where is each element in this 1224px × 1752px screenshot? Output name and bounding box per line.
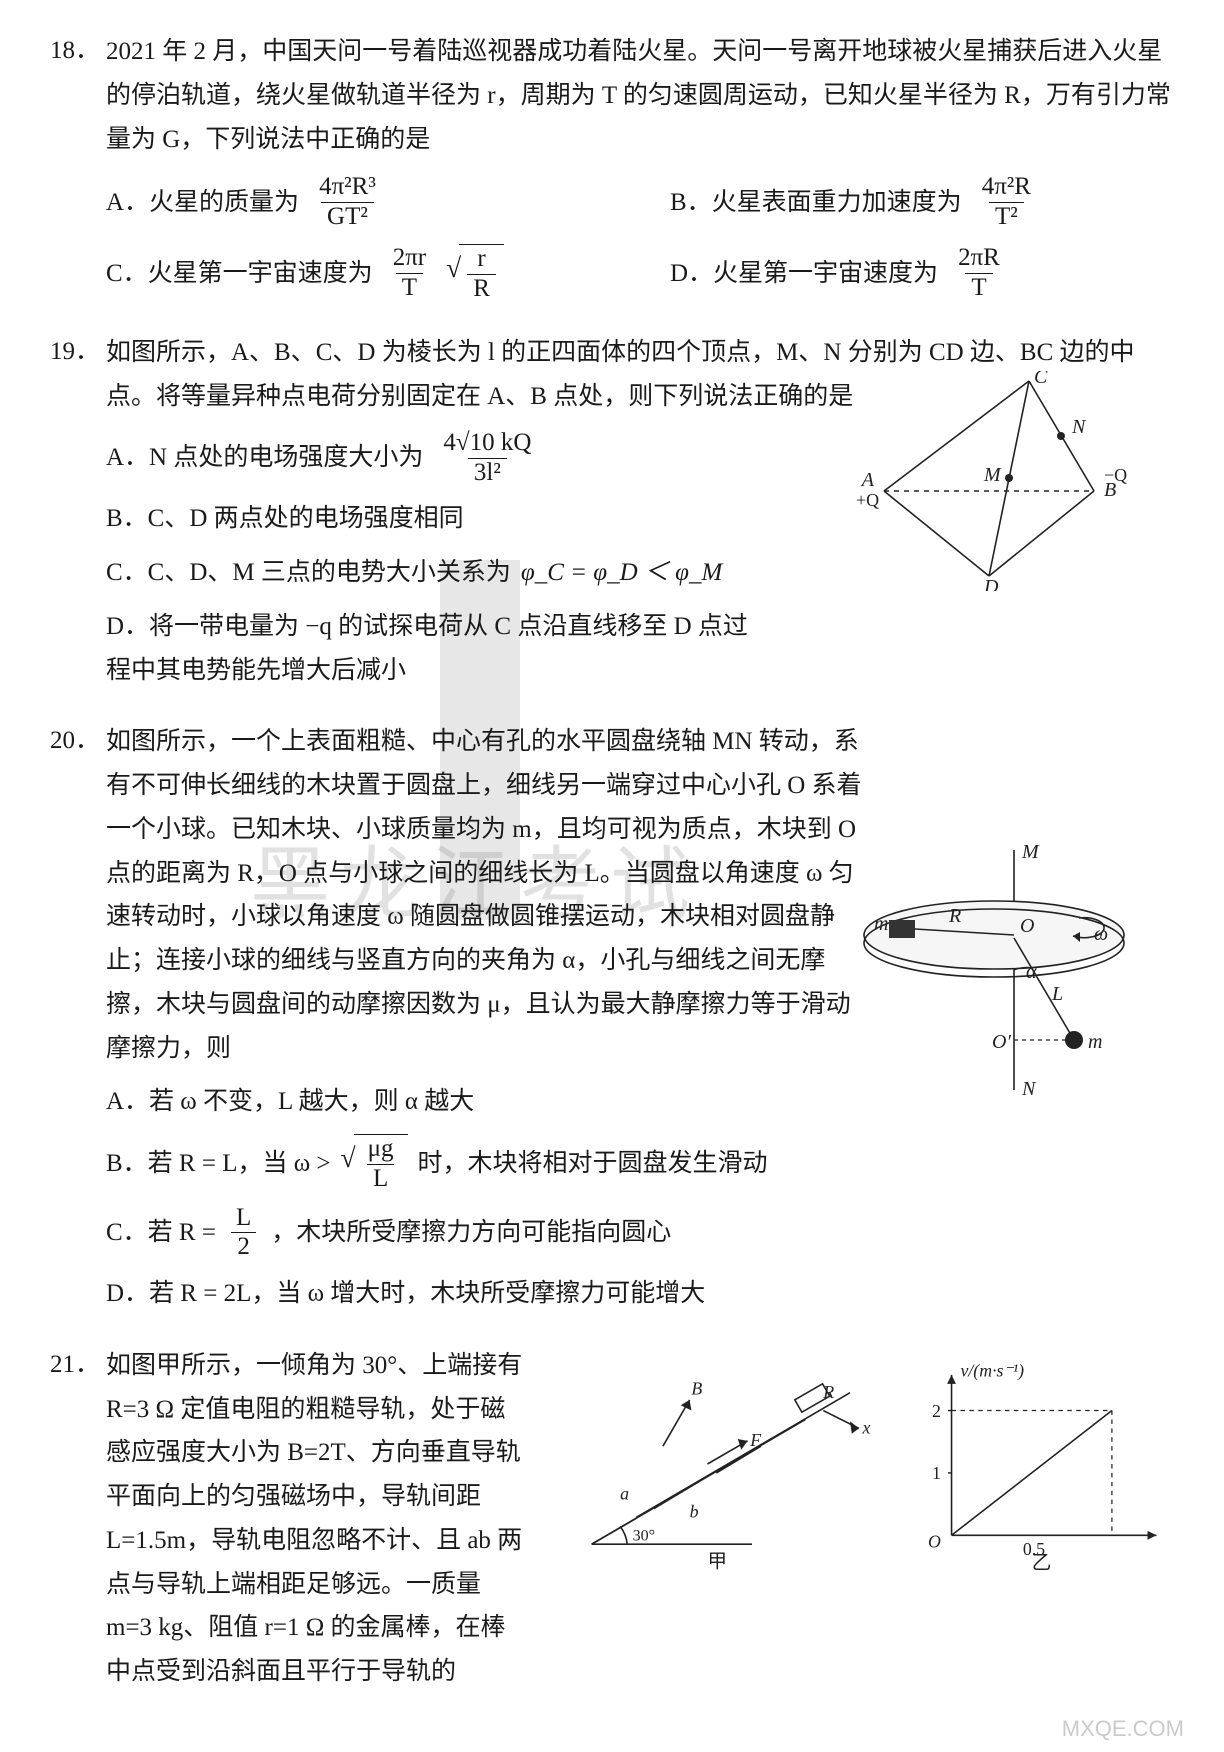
svg-text:M: M — [1021, 841, 1040, 863]
option-a: A．火星的质量为 4π²R³ GT² — [106, 173, 610, 232]
question-number: 18． — [50, 30, 100, 66]
option-c: C．C、D、M 三点的电势大小关系为 φ_C = φ_D ＜ φ_M — [106, 551, 766, 595]
source-stamp: MXQE.COM — [1062, 1716, 1184, 1742]
option-b: B．火星表面重力加速度为 4π²R T² — [670, 173, 1174, 232]
option-a: A．若 ω 不变，L 越大，则 α 越大 — [106, 1080, 866, 1124]
option-d: D．将一带电量为 −q 的试探电荷从 C 点沿直线移至 D 点过程中其电势能先增… — [106, 605, 766, 693]
sqrt: √ μg L — [341, 1134, 408, 1194]
svg-text:O′: O′ — [992, 1031, 1011, 1053]
incline-figure: B F R x a b 30° 甲 — [556, 1344, 877, 1584]
svg-text:C: C — [1034, 371, 1048, 388]
disk-figure: M N O O′ R L α ω m m — [844, 840, 1144, 1100]
svg-text:R: R — [948, 905, 961, 927]
question-stem: 2021 年 2 月，中国天问一号着陆巡视器成功着陆火星。天问一号离开地球被火星… — [106, 30, 1174, 161]
svg-text:O: O — [1020, 915, 1034, 937]
option-label: A．火星的质量为 — [106, 181, 299, 225]
svg-text:+Q: +Q — [856, 490, 879, 510]
fraction: 4√10 kQ 3l² — [437, 429, 537, 488]
sqrt: √ r R — [446, 244, 504, 304]
option-d: D．若 R = 2L，当 ω 增大时，木块所受摩擦力可能增大 — [106, 1272, 866, 1316]
question-19: 19． 如图所示，A、B、C、D 为棱长为 l 的正四面体的四个顶点，M、N 分… — [50, 331, 1174, 692]
svg-text:D: D — [983, 576, 999, 591]
tetrahedron-figure: A B C D M N +Q −Q — [854, 371, 1134, 591]
question-18: 18． 2021 年 2 月，中国天问一号着陆巡视器成功着陆火星。天问一号离开地… — [50, 30, 1174, 303]
question-number: 20． — [50, 720, 100, 756]
fraction: L 2 — [230, 1204, 257, 1263]
svg-text:O: O — [928, 1531, 941, 1551]
svg-text:R: R — [822, 1382, 834, 1402]
svg-text:甲: 甲 — [707, 1551, 727, 1572]
fraction: 2πr T — [387, 244, 432, 303]
option-c: C．若 R = L 2 ，木块所受摩擦力方向可能指向圆心 — [106, 1204, 866, 1263]
question-stem: 如图甲所示，一倾角为 30°、上端接有 R=3 Ω 定值电阻的粗糙导轨，处于磁感… — [106, 1344, 526, 1694]
option-label: A．N 点处的电场强度大小为 — [106, 436, 423, 480]
question-21: 21． 如图甲所示，一倾角为 30°、上端接有 R=3 Ω 定值电阻的粗糙导轨，… — [50, 1344, 1174, 1704]
svg-text:L: L — [1051, 983, 1063, 1005]
option-a: A．N 点处的电场强度大小为 4√10 kQ 3l² — [106, 429, 766, 488]
fraction: 4π²R³ GT² — [313, 173, 382, 232]
option-label: C．火星第一宇宙速度为 — [106, 252, 373, 296]
question-20: 20． 如图所示，一个上表面粗糙、中心有孔的水平圆盘绕轴 MN 转动，系有不可伸… — [50, 720, 1174, 1316]
fraction: 2πR T — [952, 244, 1006, 303]
svg-text:−Q: −Q — [1104, 465, 1127, 485]
option-c: C．火星第一宇宙速度为 2πr T √ r R — [106, 244, 610, 304]
svg-text:2: 2 — [932, 1401, 941, 1421]
svg-text:m: m — [1088, 1031, 1102, 1053]
svg-text:x: x — [861, 1417, 870, 1437]
svg-text:乙: 乙 — [1031, 1553, 1051, 1574]
exam-page: 黑龙江考试 18． 2021 年 2 月，中国天问一号着陆巡视器成功着陆火星。天… — [0, 0, 1224, 1752]
svg-text:ω: ω — [1094, 923, 1108, 945]
option-label: D．火星第一宇宙速度为 — [670, 252, 938, 296]
fraction: 4π²R T² — [976, 173, 1037, 232]
svg-text:A: A — [860, 469, 875, 491]
svg-text:30°: 30° — [633, 1527, 655, 1544]
velocity-graph: 1 2 O 0.5 v/(m·s⁻¹) 乙 — [907, 1344, 1174, 1584]
svg-text:B: B — [691, 1378, 702, 1398]
svg-text:a: a — [620, 1483, 629, 1503]
question-stem: 如图所示，一个上表面粗糙、中心有孔的水平圆盘绕轴 MN 转动，系有不可伸长细线的… — [106, 720, 866, 1070]
option-b: B．若 R = L，当 ω > √ μg L 时，木块将相对于圆盘发生滑动 — [106, 1134, 866, 1194]
svg-text:b: b — [690, 1501, 699, 1521]
option-d: D．火星第一宇宙速度为 2πR T — [670, 244, 1174, 304]
question-number: 19． — [50, 331, 100, 367]
option-b: B．C、D 两点处的电场强度相同 — [106, 497, 766, 541]
svg-text:v/(m·s⁻¹): v/(m·s⁻¹) — [960, 1360, 1024, 1381]
svg-text:1: 1 — [932, 1463, 941, 1483]
svg-text:F: F — [749, 1430, 762, 1450]
question-number: 21． — [50, 1344, 100, 1380]
svg-text:m: m — [874, 913, 888, 935]
svg-text:α: α — [1026, 961, 1037, 983]
option-label: B．火星表面重力加速度为 — [670, 181, 962, 225]
svg-text:N: N — [1071, 416, 1087, 438]
svg-text:M: M — [983, 464, 1002, 486]
svg-text:N: N — [1021, 1078, 1037, 1100]
